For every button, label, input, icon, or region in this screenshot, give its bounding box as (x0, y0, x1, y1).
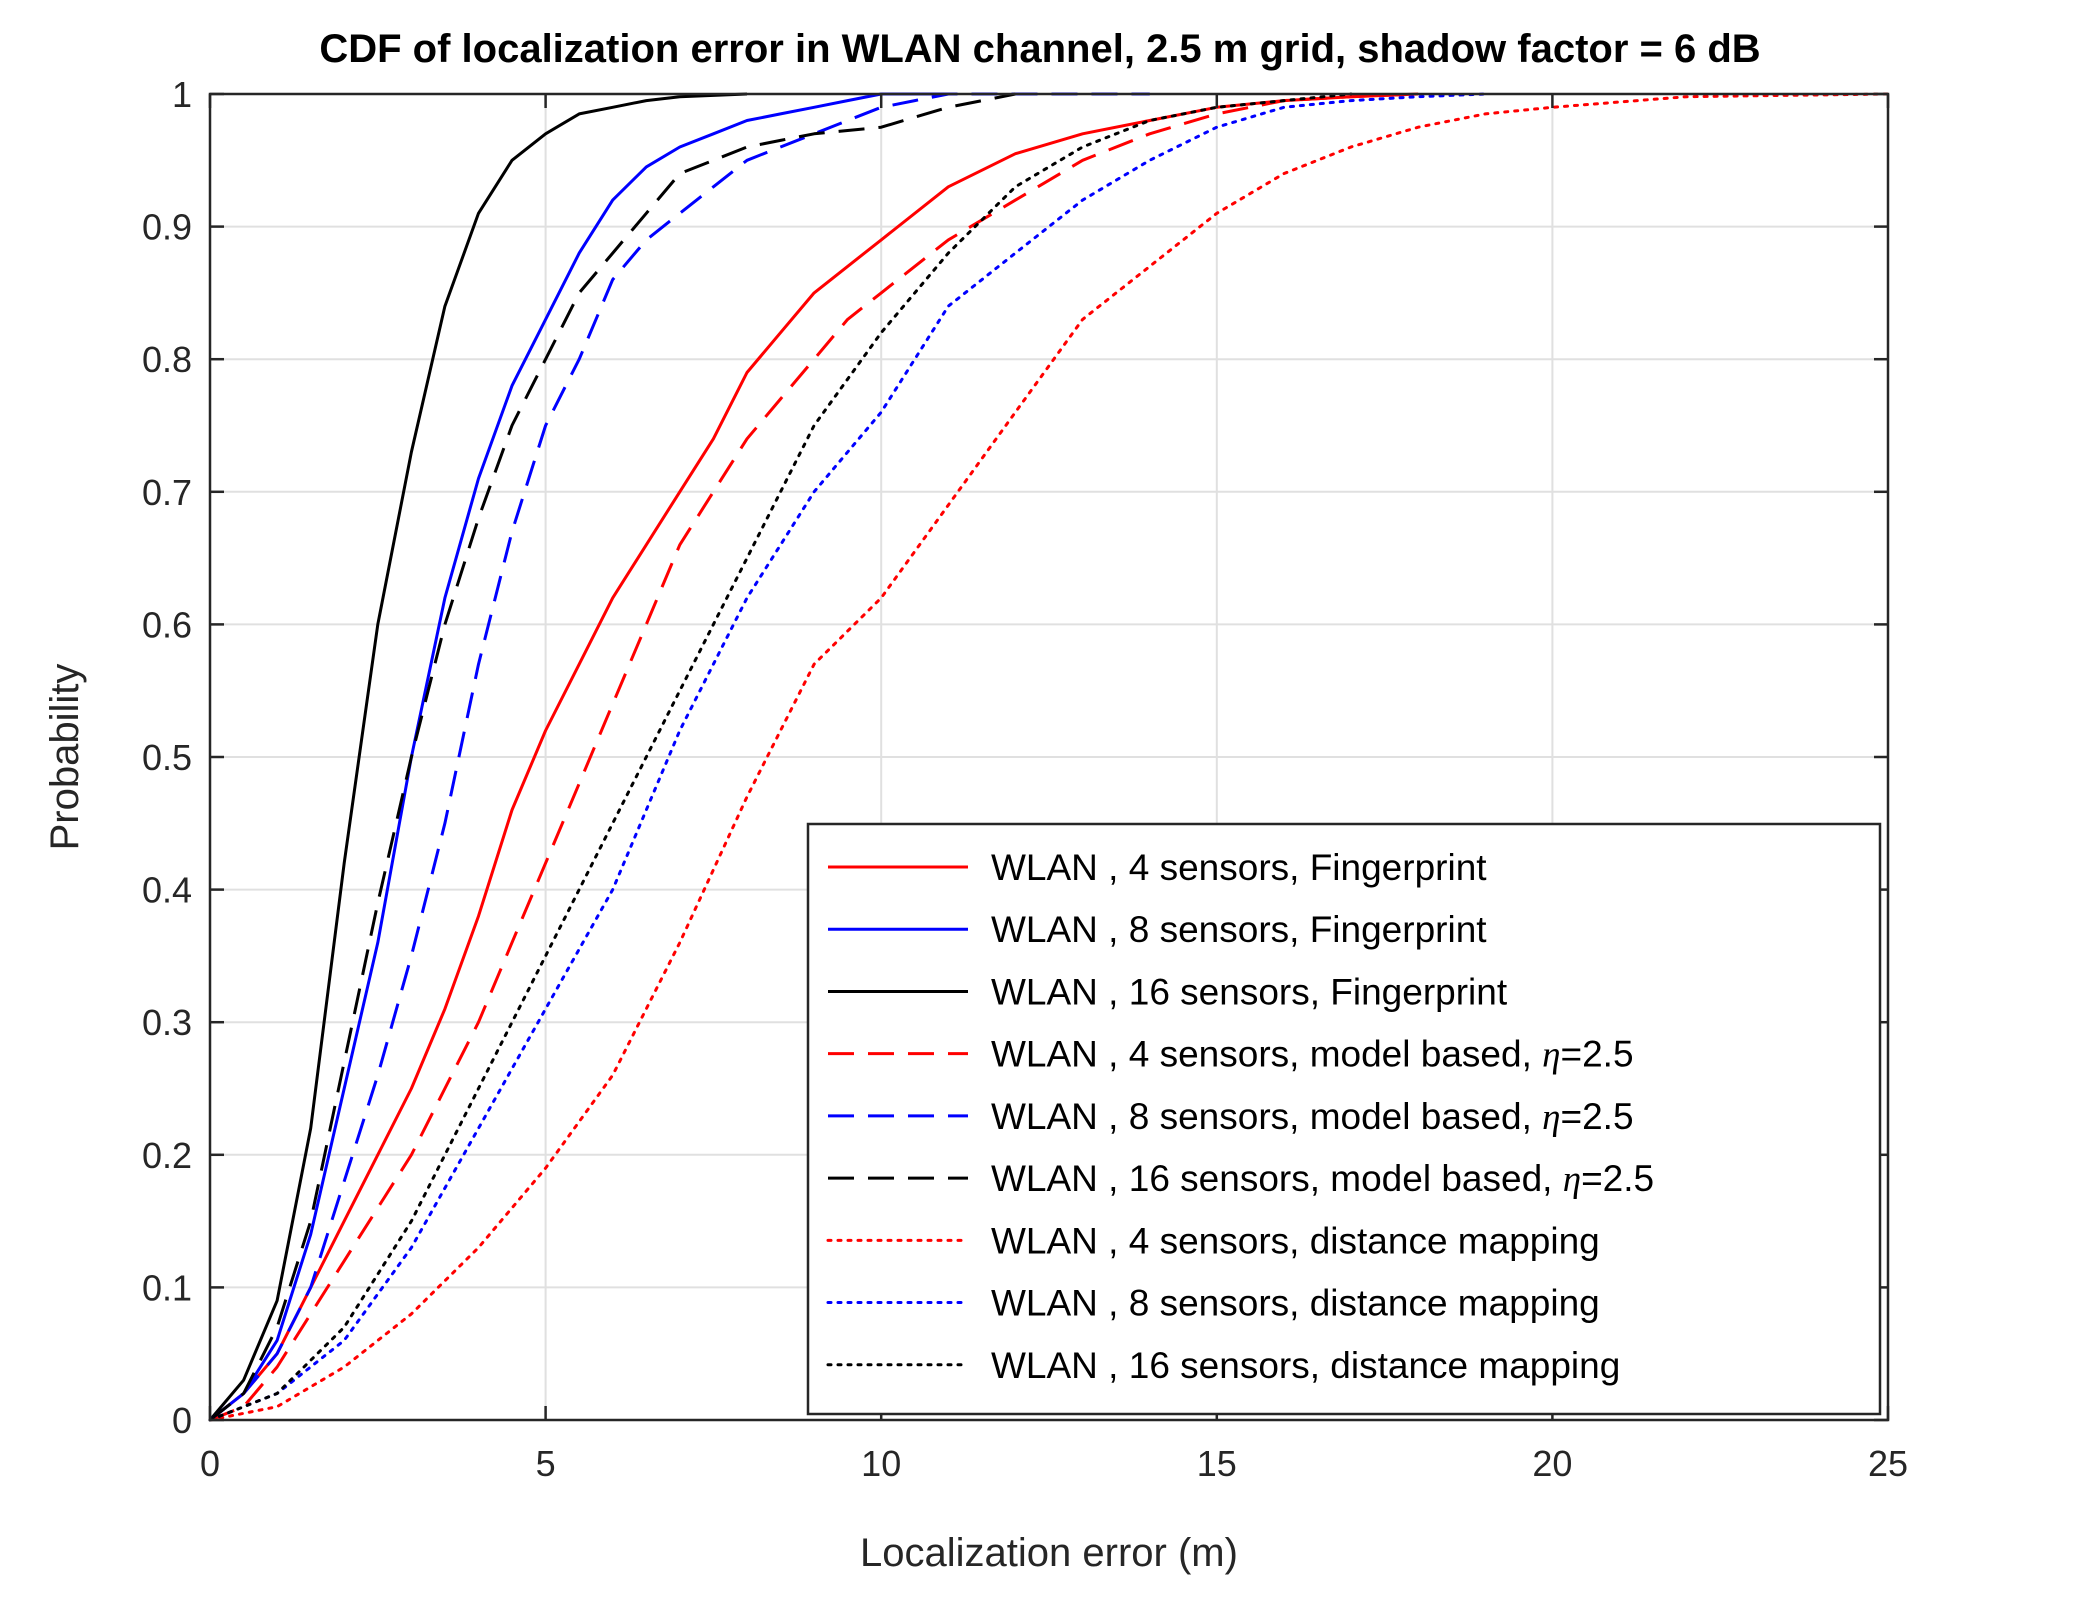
legend-label-2: WLAN , 8 sensors, Fingerprint (991, 909, 1487, 950)
x-axis-label: Localization error (m) (860, 1531, 1238, 1575)
y-tick-label: 0.4 (142, 870, 192, 911)
legend-label-7: WLAN , 4 sensors, distance mapping (991, 1220, 1600, 1261)
y-tick-label: 0.3 (142, 1002, 192, 1043)
series-layer (208, 92, 1890, 1422)
y-tick-label: 0.9 (142, 207, 192, 248)
x-tick-label: 5 (536, 1443, 556, 1484)
tick-labels: 0 5 10 15 20 25 0 0.1 0.2 0.3 0.4 0.5 0.6 0.7 0.8 0.9 1 (142, 74, 1908, 1484)
legend-label-8: WLAN , 8 sensors, distance mapping (991, 1283, 1600, 1324)
series-line-9 (208, 92, 1353, 1422)
legend-label-4: WLAN , 4 sensors, model based, η=2.5 (991, 1034, 1634, 1076)
series-line-6 (209, 92, 1016, 1422)
legend-label-6: WLAN , 16 sensors, model based, η=2.5 (991, 1158, 1654, 1200)
y-tick-label: 0.2 (142, 1135, 192, 1176)
chart-title: CDF of localization error in WLAN channe… (319, 27, 1760, 71)
y-tick-label: 0.5 (142, 737, 192, 778)
legend-box (806, 822, 1882, 1416)
x-tick-label: 15 (1197, 1443, 1237, 1484)
legend-label-1: WLAN , 4 sensors, Fingerprint (991, 847, 1487, 888)
x-tick-label: 0 (200, 1443, 220, 1484)
series-line-3 (208, 92, 748, 1421)
legend: WLAN , 4 sensors, Fingerprint WLAN , 8 se… (806, 822, 1882, 1416)
legend-label-5: WLAN , 8 sensors, model based, η=2.5 (991, 1096, 1634, 1138)
x-tick-label: 25 (1868, 1443, 1908, 1484)
series-line-4 (209, 92, 1419, 1422)
series-line-2 (209, 92, 949, 1422)
y-tick-label: 0.1 (142, 1267, 192, 1308)
y-tick-label: 0.7 (142, 472, 192, 513)
legend-label-9: WLAN , 16 sensors, distance mapping (991, 1345, 1620, 1386)
y-tick-label: 0.8 (142, 339, 192, 380)
series-line-5 (209, 92, 1150, 1422)
y-axis-label: Probability (43, 664, 87, 851)
series-line-8 (208, 92, 1487, 1422)
series-line-7 (208, 92, 1890, 1422)
x-tick-label: 20 (1532, 1443, 1572, 1484)
y-tick-label: 0.6 (142, 604, 192, 645)
legend-label-3: WLAN , 16 sensors, Fingerprint (991, 971, 1508, 1012)
y-tick-label: 1 (172, 74, 192, 115)
x-tick-label: 10 (861, 1443, 901, 1484)
y-tick-label: 0 (172, 1400, 192, 1441)
series-line-1 (209, 92, 1419, 1422)
